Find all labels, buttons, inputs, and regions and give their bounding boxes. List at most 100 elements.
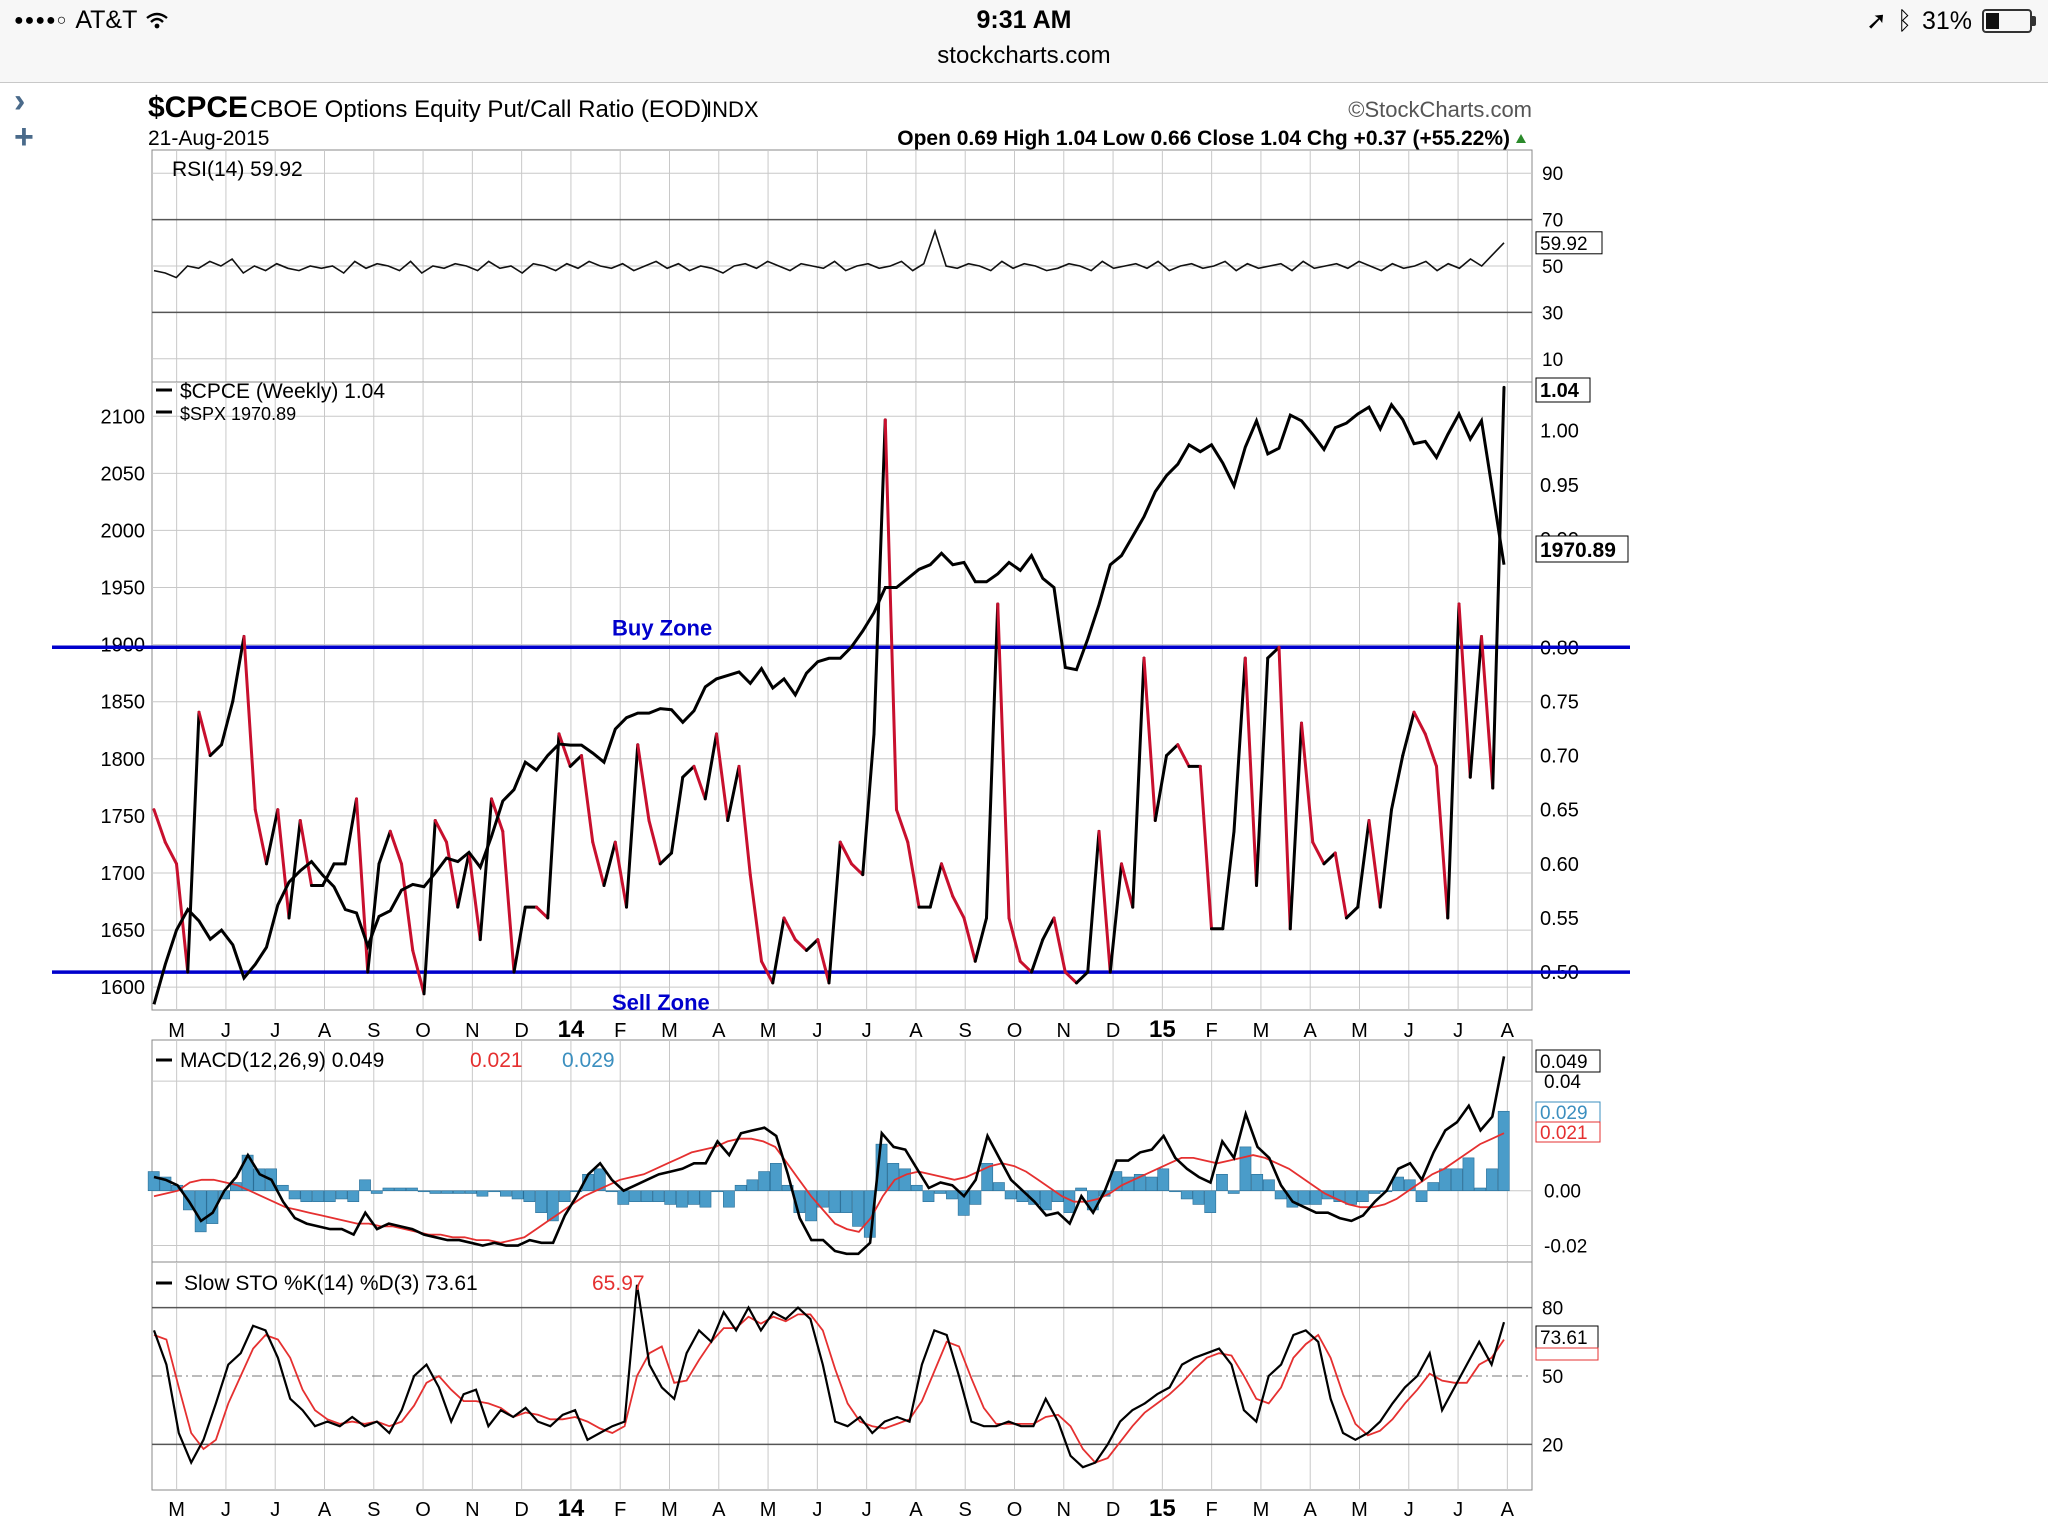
cpce-segment bbox=[242, 634, 257, 812]
cpce-segment bbox=[456, 851, 471, 909]
macd-hist-bar bbox=[629, 1190, 641, 1203]
cpce-segment bbox=[1356, 819, 1371, 909]
cpce-segment bbox=[737, 764, 752, 877]
bluetooth-icon: ᛒ bbox=[1896, 6, 1912, 35]
spx-tick-label: 1950 bbox=[101, 578, 146, 600]
cpce-segment bbox=[793, 938, 808, 952]
x-tick-label: J bbox=[1453, 1020, 1463, 1042]
collapse-chevron-icon[interactable]: › bbox=[14, 82, 26, 120]
cpce-series bbox=[152, 385, 1506, 996]
macd-hist-bar bbox=[676, 1190, 688, 1208]
cpce-segment bbox=[636, 743, 651, 823]
cpce-segment bbox=[253, 808, 268, 866]
cpce-segment bbox=[703, 732, 718, 801]
carrier-label: AT&T bbox=[75, 6, 138, 34]
macd-hist-bar bbox=[488, 1190, 501, 1193]
macd-hist-bar bbox=[1216, 1173, 1228, 1192]
cpce-segment bbox=[512, 905, 527, 974]
macd-hist-bar bbox=[1415, 1190, 1428, 1203]
cpce-segment bbox=[1120, 862, 1135, 909]
macd-hist-bar bbox=[746, 1179, 759, 1192]
x-tick-label: M bbox=[168, 1020, 185, 1042]
wifi-icon bbox=[146, 12, 169, 28]
sell-zone-label: Sell Zone bbox=[612, 990, 710, 1015]
cpce-tick-label: 0.70 bbox=[1540, 746, 1579, 768]
cpce-segment bbox=[445, 840, 460, 909]
x-tick-label-bottom: J bbox=[221, 1499, 231, 1521]
spx-tick-label: 2100 bbox=[101, 406, 146, 428]
add-plus-icon[interactable]: + bbox=[14, 118, 34, 156]
x-tick-label-bottom: M bbox=[760, 1499, 777, 1521]
macd-hist-bar bbox=[535, 1190, 547, 1213]
cpce-segment bbox=[748, 873, 763, 963]
macd-hist-bar bbox=[546, 1190, 559, 1222]
x-tick-label-bottom: J bbox=[862, 1499, 872, 1521]
macd-hist-bar bbox=[570, 1190, 583, 1193]
symbol-label: $CPCE bbox=[148, 91, 248, 124]
macd-hist-bar bbox=[500, 1190, 512, 1197]
x-tick-label-bottom: S bbox=[959, 1499, 972, 1521]
spx-tick-label: 1800 bbox=[101, 749, 146, 771]
status-time: 9:31 AM bbox=[976, 6, 1072, 34]
macd-hist-bar bbox=[899, 1168, 911, 1192]
x-tick-label-bottom: M bbox=[1253, 1499, 1270, 1521]
x-tick-label: F bbox=[614, 1020, 626, 1042]
sto-k-value-label: 73.61 bbox=[1540, 1328, 1588, 1349]
x-tick-label-bottom: S bbox=[367, 1499, 380, 1521]
macd-hist-bar bbox=[1122, 1176, 1134, 1192]
macd-hist-bar bbox=[1075, 1187, 1087, 1192]
spx-value-label: 1970.89 bbox=[1540, 539, 1616, 562]
x-tick-label-bottom: A bbox=[1501, 1499, 1515, 1521]
cpce-segment bbox=[265, 808, 280, 866]
x-tick-label: N bbox=[465, 1020, 479, 1042]
x-tick-label-bottom: J bbox=[1453, 1499, 1463, 1521]
cpce-tick-label: 0.55 bbox=[1540, 908, 1579, 930]
cpce-segment bbox=[220, 699, 235, 747]
x-tick-label: A bbox=[1501, 1020, 1515, 1042]
macd-hist-bar bbox=[312, 1190, 324, 1203]
cpce-value-box bbox=[1535, 377, 1591, 403]
macd-hist-bar bbox=[523, 1190, 536, 1203]
macd-hist-bar bbox=[699, 1190, 712, 1208]
cpce-segment bbox=[1142, 656, 1157, 823]
macd-hist-bar bbox=[417, 1190, 430, 1193]
cpce-segment bbox=[726, 764, 741, 823]
address-url[interactable]: stockcharts.com bbox=[937, 42, 1111, 69]
signal-dots-icon: ●●●●○ bbox=[14, 11, 68, 29]
legend-spx: $SPX 1970.89 bbox=[180, 404, 296, 424]
cpce-segment bbox=[535, 905, 550, 920]
spx-line bbox=[152, 401, 1506, 1005]
macd-hist-bar bbox=[1450, 1168, 1463, 1192]
cpce-segment bbox=[1468, 634, 1483, 779]
location-arrow-icon: ➚ bbox=[1865, 7, 1887, 35]
cpce-segment bbox=[321, 862, 336, 887]
cpce-segment bbox=[1446, 602, 1461, 920]
buy-zone-label: Buy Zone bbox=[612, 615, 712, 640]
macd-hist-bar bbox=[723, 1190, 735, 1208]
macd-hist-bar bbox=[1251, 1173, 1264, 1192]
macd-hist-bar bbox=[1298, 1190, 1311, 1205]
sto-panel: 80 50 20 Slow STO %K(14) %D(3) 73.61 65.97… bbox=[151, 1261, 1599, 1491]
macd-hist-bar bbox=[687, 1190, 700, 1205]
macd-hist-bar bbox=[429, 1190, 442, 1194]
macd-hist-bar bbox=[946, 1190, 958, 1200]
cpce-segment bbox=[670, 775, 685, 855]
macd-hist-bar bbox=[288, 1190, 301, 1200]
change-up-icon bbox=[1516, 134, 1526, 143]
macd-hist-bar bbox=[335, 1190, 348, 1200]
macd-hist-bar bbox=[276, 1184, 289, 1192]
rsi-tick-label: 30 bbox=[1542, 303, 1563, 324]
x-tick-label-bottom: O bbox=[415, 1499, 431, 1521]
macd-hist-bar bbox=[910, 1184, 923, 1192]
x-tick-label: O bbox=[415, 1020, 431, 1042]
macd-hist-bar bbox=[734, 1184, 747, 1192]
macd-hist-bar bbox=[476, 1190, 489, 1197]
cpce-segment bbox=[1052, 916, 1067, 974]
macd-hist-bar bbox=[441, 1190, 454, 1194]
x-tick-label-bottom: F bbox=[1206, 1499, 1218, 1521]
rsi-title: RSI(14) 59.92 bbox=[172, 158, 303, 181]
macd-hist-bar bbox=[934, 1190, 947, 1194]
cpce-segment bbox=[478, 797, 493, 942]
cpce-segment bbox=[1423, 732, 1438, 768]
